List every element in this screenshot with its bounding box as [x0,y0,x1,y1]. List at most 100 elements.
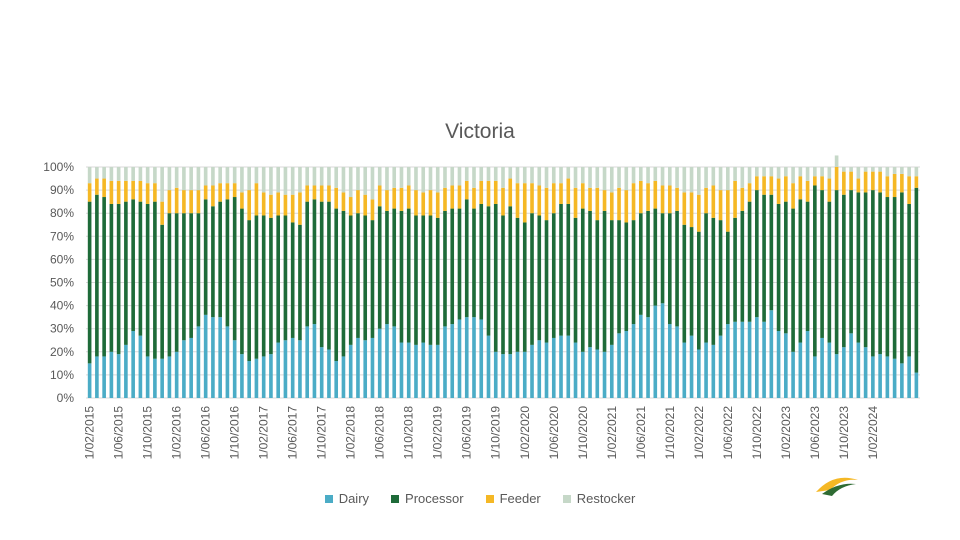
bar-segment-feeder [784,176,788,202]
bar-segment-dairy [762,321,766,398]
bar-segment-feeder [145,183,150,204]
bar-segment-processor [298,224,302,341]
bar-segment-feeder [602,190,607,211]
bar-segment-restocker [704,167,708,188]
bar-segment-processor [726,231,730,325]
bar-segment-dairy [95,356,99,398]
bar-segment-feeder [689,192,694,228]
bar-segment-restocker [609,167,614,193]
bar-segment-restocker [566,167,571,179]
bar-segment-feeder [805,180,810,202]
bar-segment-processor [203,199,208,315]
bar-segment-dairy [501,354,505,398]
bar-segment-dairy [486,335,491,398]
bar-segment-feeder [348,197,353,216]
bar-segment-feeder [443,187,447,211]
bar-segment-processor [885,197,890,357]
bar-segment-processor [464,199,469,318]
bar-segment-feeder [182,190,186,214]
bar-segment-feeder [900,173,904,193]
bar-segment-processor [225,199,230,327]
bar-segment-feeder [660,185,665,214]
bar-segment-feeder [820,176,824,191]
bar-segment-feeder [638,180,643,214]
bar-segment-processor [624,222,629,332]
bar-segment-dairy [290,337,295,398]
bar-segment-restocker [718,167,723,191]
bar-segment-dairy [428,344,433,398]
bar-segment-restocker [189,167,193,191]
bar-segment-restocker [871,167,875,172]
bar-segment-processor [116,203,121,355]
x-tick-label: 1/06/2017 [286,406,300,460]
bar-segment-dairy [849,333,853,398]
bar-segment-restocker [232,167,237,184]
bar-segment-restocker [849,167,853,172]
bar-segment-feeder [399,187,404,211]
bar-segment-feeder [892,173,897,198]
bar-segment-processor [755,190,759,318]
bar-segment-feeder [653,180,658,209]
bar-segment-feeder [580,183,585,209]
bar-segment-processor [232,197,237,341]
bar-segment-processor [914,187,919,373]
y-axis-tick-labels: 0% 10% 20% 30% 40% 50% 60% 70% 80% 90% 100% [43,160,74,405]
bar-segment-processor [269,217,273,355]
bar-segment-restocker [631,167,636,184]
bar-segment-restocker [95,167,99,179]
bar-segment-processor [247,220,251,362]
y-tick-label: 30% [50,322,74,336]
bar-segment-feeder [863,171,868,193]
bar-segment-feeder [595,187,600,221]
bar-segment-restocker [726,167,730,191]
bar-segment-processor [218,201,222,318]
bar-segment-dairy [283,340,288,398]
chart-title: Victoria [445,120,515,143]
bar-segment-dairy [435,344,440,398]
bar-segment-dairy [385,324,389,398]
bar-segment-feeder [885,176,890,198]
bar-segment-dairy [653,305,658,398]
bar-segment-restocker [878,167,882,172]
bar-segment-feeder [617,187,621,221]
x-axis-tick-labels: 1/02/2015 1/06/2015 1/10/2015 1/02/2016 1/06… [83,406,880,460]
x-tick-label: 1/10/2022 [750,406,764,460]
bar-segment-processor [406,208,411,343]
bar-segment-processor [493,203,498,352]
bar-segment-dairy [595,349,600,398]
bar-segment-feeder [334,187,339,209]
bar-segment-processor [109,203,114,352]
bar-segment-restocker [348,167,353,198]
bar-segment-restocker [638,167,643,181]
bar-segment-restocker [124,167,128,181]
y-tick-label: 10% [50,368,74,382]
bar-segment-dairy [261,356,266,398]
bar-segment-dairy [254,358,259,398]
bar-segment-dairy [87,363,92,398]
bar-segment-processor [124,201,128,345]
bar-segment-dairy [624,331,629,398]
bar-segment-dairy [559,335,563,398]
bar-segment-processor [798,199,803,343]
bar-segment-dairy [341,356,346,398]
bar-segment-feeder [755,176,759,191]
bar-segment-feeder [102,178,106,198]
bar-segment-dairy [718,335,723,398]
bar-segment-feeder [109,180,114,204]
bar-segment-dairy [327,349,331,398]
bar-segment-dairy [733,321,737,398]
bar-segment-dairy [660,303,665,398]
bar-segment-processor [566,203,571,336]
y-tick-label: 90% [50,183,74,197]
bar-segment-feeder [218,183,222,202]
bar-segment-dairy [697,349,701,398]
bar-segment-feeder [385,190,389,211]
bar-segment-restocker [211,167,215,186]
bar-segment-restocker [87,167,92,184]
y-tick-label: 20% [50,345,74,359]
bar-segment-restocker [327,167,331,186]
bar-segment-dairy [472,317,476,398]
bar-segment-dairy [566,335,571,398]
bar-segment-processor [392,208,397,327]
bar-segment-dairy [240,354,244,398]
